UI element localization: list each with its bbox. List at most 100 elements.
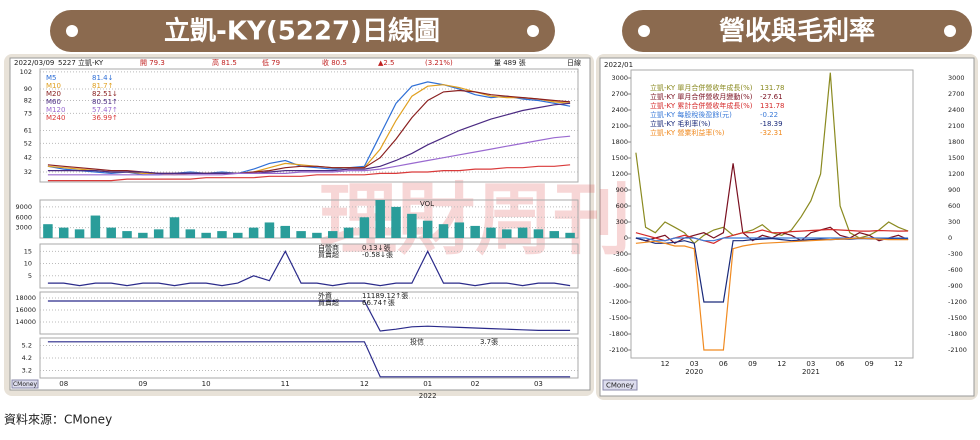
y-tick-label: 73 bbox=[24, 109, 32, 117]
bar bbox=[233, 232, 243, 238]
y-tick-label: 1200 bbox=[948, 170, 965, 178]
line-series bbox=[47, 164, 571, 182]
y-tick-label: 2700 bbox=[611, 90, 628, 98]
y-tick-label: -600 bbox=[948, 266, 963, 274]
legend-name: M60 bbox=[46, 98, 61, 106]
y-tick-label: 1500 bbox=[611, 154, 628, 162]
legend-value: 81.4↓ bbox=[92, 74, 113, 82]
dot bbox=[638, 25, 650, 37]
right-panel bbox=[599, 57, 975, 397]
y-tick-label: 18000 bbox=[15, 294, 36, 302]
right-banner bbox=[622, 10, 972, 52]
y-tick-label: -900 bbox=[948, 282, 963, 290]
y-tick-label: -2100 bbox=[609, 346, 628, 354]
bar bbox=[296, 231, 306, 238]
bar bbox=[201, 232, 211, 238]
dot bbox=[66, 25, 78, 37]
legend-value: -18.39 bbox=[760, 120, 783, 128]
plot-frame bbox=[630, 69, 914, 359]
y-tick-label: 2700 bbox=[948, 90, 965, 98]
x-tick-label: 08 bbox=[59, 380, 68, 388]
legend-name: 立凱-KY 毛利率(%) bbox=[650, 119, 711, 128]
legend-value: -0.58↓張 bbox=[362, 251, 393, 259]
line-series bbox=[47, 84, 571, 176]
bar bbox=[407, 213, 417, 238]
bar bbox=[264, 222, 275, 238]
legend-value: 82.51↓ bbox=[92, 90, 118, 98]
y-tick-label: 600 bbox=[616, 202, 628, 210]
bar bbox=[185, 229, 196, 238]
bar bbox=[533, 229, 544, 238]
y-tick-label: 900 bbox=[948, 186, 960, 194]
x-tick-label: 01 bbox=[423, 380, 432, 388]
bar bbox=[470, 225, 480, 238]
y-tick-label: 300 bbox=[948, 218, 960, 226]
dot bbox=[944, 25, 956, 37]
y-tick-label: 0 bbox=[624, 234, 628, 242]
x-tick-label: 03 bbox=[534, 380, 543, 388]
legend-value: -0.22 bbox=[760, 111, 778, 119]
legend-name: 外資 bbox=[318, 291, 332, 300]
info-text: ▲2.5 bbox=[378, 59, 395, 67]
legend-name: M5 bbox=[46, 74, 57, 82]
logo-box bbox=[602, 379, 638, 391]
bar bbox=[517, 227, 528, 238]
legend-name: M240 bbox=[46, 114, 65, 122]
x-tick-label: 09 bbox=[138, 380, 147, 388]
line-series bbox=[635, 228, 909, 244]
legend-name: 自營商 bbox=[318, 243, 339, 252]
bar bbox=[549, 231, 560, 238]
y-tick-label: 900 bbox=[616, 186, 628, 194]
y-tick-label: -300 bbox=[613, 250, 628, 258]
logo: CMoney bbox=[606, 382, 634, 390]
line-series bbox=[47, 89, 571, 174]
y-tick-label: 600 bbox=[948, 202, 960, 210]
legend-name: 立凱-KY 每股稅後盈餘(元) bbox=[650, 110, 732, 119]
x-tick-label: 11 bbox=[281, 380, 290, 388]
y-tick-label: 32 bbox=[24, 168, 32, 176]
y-tick-label: 4.2 bbox=[22, 354, 32, 362]
legend-name: M20 bbox=[46, 90, 61, 98]
legend-name: 投信 bbox=[410, 337, 424, 346]
left-title: 立凱-KY(5227)日線圖 bbox=[164, 16, 440, 47]
x-tick-label: 12 bbox=[360, 380, 369, 388]
legend-value: -27.61 bbox=[760, 93, 783, 101]
y-tick-label: 3000 bbox=[611, 74, 628, 82]
bar bbox=[454, 222, 465, 238]
x-tick-label: 09 bbox=[865, 360, 874, 368]
y-tick-label: 1800 bbox=[611, 138, 628, 146]
y-tick-label: 9000 bbox=[15, 203, 32, 211]
plot-frame bbox=[39, 199, 579, 239]
y-tick-label: -900 bbox=[613, 282, 628, 290]
info-text: 開 79.3 bbox=[140, 59, 165, 67]
y-tick-label: 61 bbox=[24, 127, 32, 135]
y-tick-label: -1200 bbox=[609, 298, 628, 306]
left-banner bbox=[50, 10, 555, 52]
y-tick-label: 2100 bbox=[611, 122, 628, 130]
y-tick-label: -2100 bbox=[948, 346, 967, 354]
y-tick-label: 2400 bbox=[611, 106, 628, 114]
line-series bbox=[635, 237, 909, 351]
y-tick-label: -600 bbox=[613, 266, 628, 274]
bar bbox=[422, 220, 433, 238]
bar bbox=[248, 227, 259, 238]
y-tick-label: 14000 bbox=[15, 318, 36, 326]
logo: CMoney bbox=[13, 381, 38, 388]
x-tick-label: 03 bbox=[806, 360, 815, 368]
bar bbox=[138, 232, 148, 238]
info-text: 量 489 張 bbox=[494, 59, 526, 67]
bar bbox=[502, 229, 512, 238]
x-tick-label: 02 bbox=[471, 380, 480, 388]
y-tick-label: 2100 bbox=[948, 122, 965, 130]
info-text: 5227 立凱-KY bbox=[58, 58, 104, 67]
bar bbox=[565, 232, 575, 238]
y-tick-label: 5.2 bbox=[22, 342, 32, 350]
y-tick-label: 1500 bbox=[948, 154, 965, 162]
line-series bbox=[47, 300, 571, 332]
y-tick-label: 16000 bbox=[15, 306, 36, 314]
plot-frame bbox=[39, 68, 579, 183]
info-text: 日線 bbox=[567, 58, 581, 67]
x-tick-label: 09 bbox=[748, 360, 757, 368]
y-tick-label: 42 bbox=[24, 154, 32, 162]
y-tick-label: 52 bbox=[24, 139, 32, 147]
